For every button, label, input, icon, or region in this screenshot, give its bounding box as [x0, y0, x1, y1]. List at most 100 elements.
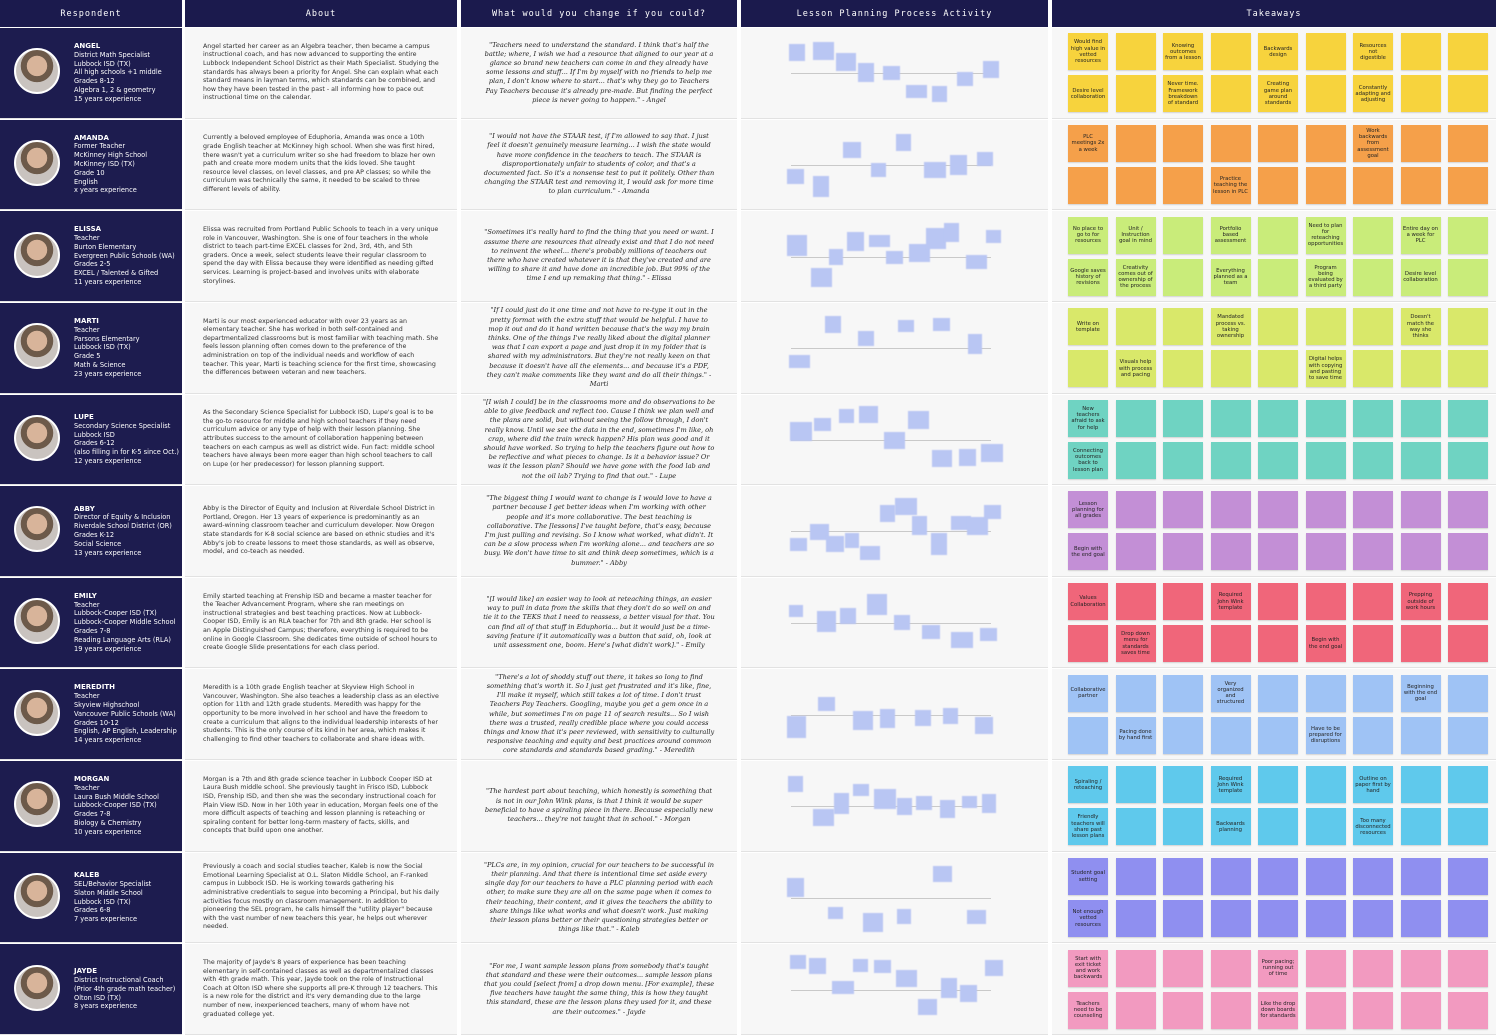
connector: [791, 989, 991, 991]
respondent-detail: Grades K-12: [74, 530, 115, 539]
respondent-detail: 15 years experience: [74, 94, 142, 103]
avatar: [14, 598, 60, 645]
process-activity-cell: [741, 852, 1048, 944]
takeaway-note: New teachers afraid to ask for help: [1068, 399, 1108, 437]
activity-note: [975, 716, 994, 735]
respondent-info: MORGAN Teacher Laura Bush Middle School Lub…: [74, 761, 159, 851]
activity-note: [966, 254, 988, 269]
activity-note: [961, 795, 977, 808]
activity-note: [911, 515, 928, 535]
respondent-name: MEREDITH: [74, 683, 115, 692]
activity-note: [812, 42, 834, 61]
takeaway-note-blank: [1115, 124, 1156, 162]
respondent-detail: Grades 6-12: [74, 439, 115, 448]
process-activity-cell: [741, 302, 1048, 394]
activity-note: [836, 52, 857, 72]
quote-cell: "I would not have the STAAR test, if I'm…: [461, 119, 737, 211]
activity-note: [986, 230, 1001, 243]
respondent-detail: Evergreen Public Schools (WA): [74, 251, 175, 260]
takeaway-note: Practice teaching the lesson in PLC: [1210, 166, 1251, 204]
respondent-detail: 8 years experience: [74, 1002, 138, 1011]
takeaway-note: Outline on paper first by hand: [1353, 766, 1393, 804]
takeaway-note-blank: [1353, 858, 1393, 896]
takeaway-note-blank: [1115, 808, 1156, 846]
column-header: About: [185, 0, 457, 27]
takeaway-note-blank: [1163, 716, 1203, 754]
process-activity-cell: [741, 577, 1048, 669]
connector: [791, 531, 991, 533]
activity-note: [789, 604, 804, 618]
takeaway-note-blank: [1400, 949, 1441, 987]
takeaway-note: Required John Wink template: [1210, 766, 1251, 804]
activity-note: [968, 333, 983, 354]
about-text: Currently a beloved employee of Eduphori…: [203, 134, 436, 193]
activity-note: [951, 632, 973, 649]
quote-cell: "For me, I want sample lesson plans from…: [461, 944, 737, 1035]
respondent-cell: EMILY Teacher Lubbock-Cooper ISD (TX) Lubbo…: [0, 577, 182, 669]
avatar: [14, 414, 60, 461]
respondent-detail: x years experience: [74, 186, 137, 195]
activity-note: [924, 162, 947, 178]
takeaway-note: Work backwards from assessment goal: [1353, 124, 1393, 162]
takeaway-note-blank: [1305, 808, 1346, 846]
respondent-info: MARTI Teacher Parsons Elementary Lubbock IS…: [74, 303, 141, 393]
takeaway-note-blank: [1353, 308, 1393, 346]
respondent-detail: Secondary Science Specialist: [74, 421, 171, 430]
activity-note: [942, 708, 958, 725]
takeaway-note-blank: [1163, 949, 1203, 987]
activity-note: [789, 354, 810, 369]
takeaway-note-blank: [1163, 308, 1203, 346]
activity-note: [852, 783, 869, 797]
takeaway-note-blank: [1115, 308, 1156, 346]
activity-note: [939, 799, 956, 818]
takeaway-note-blank: [1163, 166, 1203, 204]
activity-note: [786, 235, 807, 256]
respondent-detail: District Instructional Coach: [74, 975, 164, 984]
activity-note: [789, 537, 808, 551]
activity-note: [790, 421, 812, 441]
respondent-name: JAYDE: [74, 967, 98, 976]
about-cell: Emily started teaching at Frenship ISD a…: [185, 577, 457, 669]
takeaway-note-blank: [1448, 533, 1488, 571]
takeaways-cell: Start with exit ticket and work backward…: [1052, 944, 1496, 1035]
takeaway-note-blank: [1400, 441, 1441, 479]
about-text: Emily started teaching at Frenship ISD a…: [203, 592, 438, 652]
takeaway-note-blank: [1448, 991, 1488, 1029]
takeaway-note-blank: [1353, 533, 1393, 571]
activity-note: [786, 715, 806, 738]
takeaway-note-blank: [1353, 625, 1393, 663]
takeaway-note-blank: [1305, 124, 1346, 162]
takeaway-note-blank: [1210, 533, 1251, 571]
takeaway-note: Doesn't match the way she thinks: [1400, 308, 1441, 346]
activity-note: [984, 960, 1003, 977]
quote-cell: "The biggest thing I would want to chang…: [461, 486, 737, 577]
respondent-detail: Reading Language Arts (RLA): [74, 635, 171, 644]
takeaway-note-blank: [1115, 583, 1156, 621]
takeaway-note: Beginning with the end goal: [1400, 674, 1441, 712]
takeaway-note-blank: [1210, 949, 1251, 987]
takeaways-cell: Write on template Mandated process vs. ta…: [1052, 302, 1496, 394]
takeaway-note-blank: [1258, 441, 1298, 479]
respondent-info: AMANDA Former Teacher McKinney High School…: [74, 120, 147, 210]
respondent-detail: Lubbock-Cooper ISD (TX): [74, 801, 157, 810]
respondent-detail: Slaton Middle School: [74, 888, 143, 897]
quote-text: "The hardest part about teaching, which …: [484, 787, 714, 824]
activity-note: [959, 449, 977, 467]
activity-note: [959, 985, 977, 1003]
takeaway-note-blank: [1305, 858, 1346, 896]
takeaway-note-blank: [1258, 583, 1298, 621]
takeaways-cell: No place to go to for resources Unit / In…: [1052, 211, 1496, 302]
takeaway-note-blank: [1115, 991, 1156, 1029]
takeaway-note-blank: [1115, 399, 1156, 437]
activity-note: [858, 63, 874, 82]
respondent-name: EMILY: [74, 591, 97, 600]
activity-note: [827, 906, 843, 919]
quote-cell: "Teachers need to understand the standar…: [461, 28, 737, 119]
takeaway-note: PLC meetings 2x a week: [1068, 124, 1108, 162]
takeaway-note: Mandated process vs. taking ownership: [1210, 308, 1251, 346]
respondent-detail: 13 years experience: [74, 548, 142, 557]
activity-note: [983, 60, 999, 79]
takeaway-note: Connecting outcomes back to lesson plan: [1068, 441, 1108, 479]
about-cell: The majority of Jayde's 8 years of exper…: [185, 944, 457, 1035]
avatar: [14, 231, 60, 278]
